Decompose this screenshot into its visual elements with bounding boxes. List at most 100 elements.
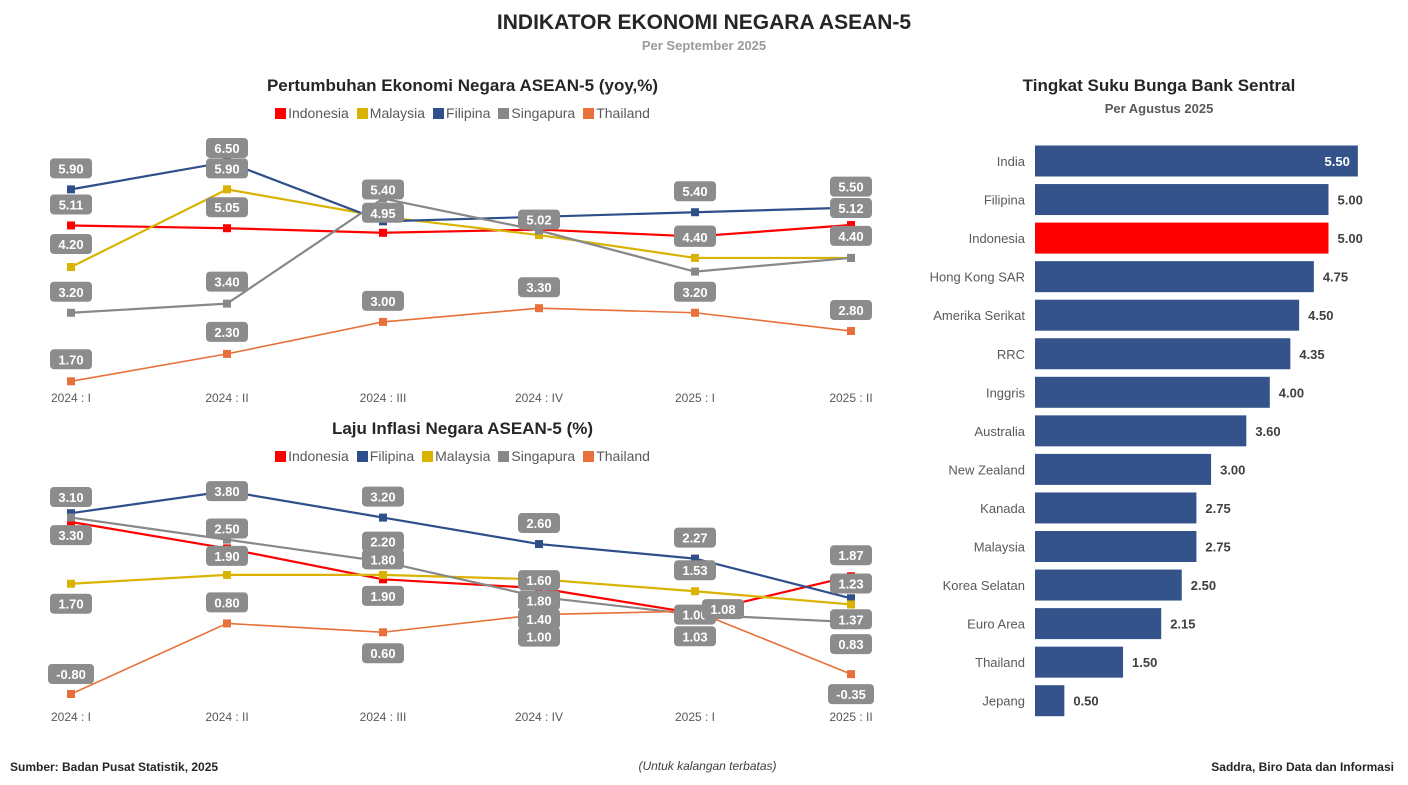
gdp-point-indonesia: [67, 221, 75, 230]
inf-point-indonesia: [67, 517, 75, 526]
inf-point-malaysia: [67, 579, 75, 588]
rates-chart-title: Tingkat Suku Bunga Bank Sentral: [1022, 76, 1296, 95]
data-label-text: 3.80: [214, 484, 239, 499]
rates-category-label: Inggris: [986, 385, 1026, 400]
rates-category-label: Jepang: [982, 694, 1025, 709]
data-label-box: [702, 599, 744, 620]
inf-point-malaysia: [691, 587, 699, 596]
data-label-text: 1.23: [838, 576, 863, 591]
credit-note: Saddra, Biro Data dan Informasi: [1211, 760, 1394, 774]
inf-data-label-indonesia: 1.60: [518, 570, 560, 591]
inf-point-indonesia: [379, 575, 387, 584]
gdp-x-tick-label: 2024 : I: [51, 391, 91, 405]
gdp-data-label-thailand: 1.70: [50, 349, 92, 370]
data-label-text: 4.40: [838, 229, 863, 244]
data-label-text: 4.40: [682, 230, 707, 245]
rates-category-label: Hong Kong SAR: [930, 270, 1025, 285]
inf-x-tick-label: 2024 : III: [360, 710, 407, 724]
inf-data-label-filipina: 3.80: [206, 481, 248, 502]
legend-label: Malaysia: [369, 105, 426, 121]
data-label-box: [518, 277, 560, 298]
data-label-text: 1.00: [682, 608, 707, 623]
gdp-data-label-singapura: 5.40: [362, 179, 404, 200]
data-label-box: [362, 179, 404, 200]
inf-data-label-indonesia: 2.50: [206, 518, 248, 539]
gdp-data-label-filipina: 5.50: [830, 176, 872, 197]
rates-bar-indonesia: [1035, 222, 1329, 254]
inflation-chart-title: Laju Inflasi Negara ASEAN-5 (%): [331, 419, 594, 438]
data-label-box: [206, 592, 248, 613]
rates-category-label: Australia: [974, 424, 1025, 439]
data-label-box: [518, 626, 560, 647]
data-label-box: [206, 158, 248, 179]
gdp-data-label-singapura: 3.40: [206, 271, 248, 292]
data-label-text: 1.70: [58, 597, 83, 612]
inf-point-thailand: [379, 628, 387, 637]
inf-data-label-singapura: 2.20: [362, 531, 404, 552]
inf-x-tick-label: 2024 : I: [51, 710, 91, 724]
gdp-data-label-thailand: 3.20: [674, 281, 716, 302]
gdp-point-malaysia: [67, 263, 75, 272]
data-label-text: 1.70: [58, 352, 83, 367]
gdp-point-thailand: [379, 317, 387, 326]
data-label-box: [830, 573, 872, 594]
data-label-box: [206, 321, 248, 342]
inf-point-singapura: [223, 535, 231, 544]
data-label-text: 1.00: [526, 630, 551, 645]
legend-label: Singapura: [511, 448, 576, 464]
data-label-text: 5.50: [838, 180, 863, 195]
data-label-box: [50, 194, 92, 215]
data-label-text: 3.20: [58, 285, 83, 300]
rates-value-label: 2.15: [1170, 617, 1195, 632]
gdp-point-indonesia: [379, 228, 387, 237]
inf-data-label-malaysia: 1.23: [830, 573, 872, 594]
data-label-box: [518, 513, 560, 534]
data-label-text: 1.87: [838, 548, 863, 563]
data-label-box: [206, 271, 248, 292]
rates-bar-filipina: [1035, 184, 1329, 216]
data-label-box: [50, 234, 92, 255]
gdp-x-tick-label: 2025 : I: [675, 391, 715, 405]
rates-category-label: New Zealand: [948, 462, 1025, 477]
data-label-text: 5.11: [59, 197, 84, 212]
rates-bar-hong-kong-sar: [1035, 261, 1314, 293]
rates-category-label: India: [997, 154, 1026, 169]
source-note: Sumber: Badan Pusat Statistik, 2025: [10, 760, 219, 774]
legend-label: Thailand: [596, 105, 650, 121]
main-title: INDIKATOR EKONOMI NEGARA ASEAN-5: [496, 11, 912, 34]
data-label-text: 0.60: [370, 646, 395, 661]
data-label-box: [50, 158, 92, 179]
data-label-box: [48, 663, 94, 684]
data-label-text: 1.80: [370, 552, 395, 567]
inf-data-label-thailand: -0.80: [48, 663, 94, 684]
data-label-text: 1.40: [526, 612, 551, 627]
gdp-x-tick-label: 2025 : II: [829, 391, 872, 405]
inf-data-label-indonesia: 1.03: [674, 626, 716, 647]
data-label-text: 3.30: [526, 280, 551, 295]
data-label-box: [206, 545, 248, 566]
data-label-text: 3.30: [58, 528, 83, 543]
gdp-line-thailand: [70, 307, 852, 383]
inf-point-malaysia: [847, 600, 855, 609]
rates-value-label: 3.60: [1255, 424, 1280, 439]
inf-data-label-filipina: 2.60: [518, 513, 560, 534]
inf-data-label-thailand: 1.00: [518, 626, 560, 647]
gdp-legend-item-singapura: Singapura: [498, 105, 575, 121]
data-label-text: 5.02: [526, 213, 551, 228]
gdp-point-thailand: [67, 377, 75, 386]
inf-line-thailand: [70, 610, 852, 695]
rates-chart-subtitle: Per Agustus 2025: [1104, 101, 1214, 116]
rates-bar-amerika-serikat: [1035, 299, 1300, 331]
legend-swatch: [583, 450, 595, 462]
gdp-legend-item-malaysia: Malaysia: [356, 105, 426, 121]
data-label-text: 5.40: [370, 183, 395, 198]
data-label-text: 2.80: [838, 303, 863, 318]
gdp-point-thailand: [535, 304, 543, 313]
data-label-text: 2.30: [214, 325, 239, 340]
inf-point-filipina: [379, 513, 387, 522]
gdp-data-label-filipina: 5.90: [50, 158, 92, 179]
inf-point-singapura: [67, 513, 75, 522]
inf-legend-item-singapura: Singapura: [498, 448, 575, 464]
inf-legend-item-indonesia: Indonesia: [275, 448, 349, 464]
gdp-line-malaysia: [70, 188, 851, 269]
